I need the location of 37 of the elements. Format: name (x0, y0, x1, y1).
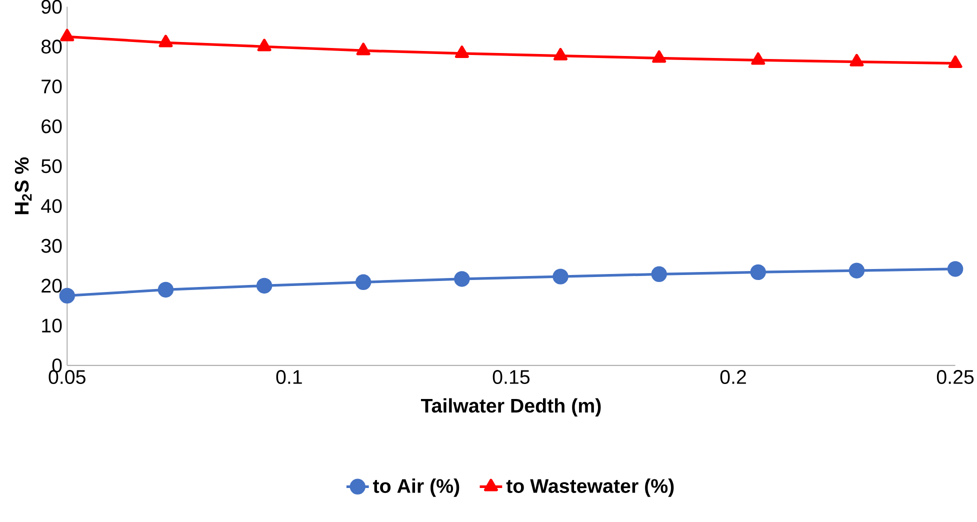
point (60, 28, 74, 42)
x-tick-label: 0.25 (936, 370, 974, 384)
y-tick-label: 70 (42, 79, 62, 94)
y-tick-label: 80 (41, 40, 62, 54)
y-tick-label: 30 (41, 238, 62, 253)
x-tick-label: 0.1 (276, 370, 302, 384)
legend-label: to Air (%) (373, 478, 460, 497)
point (848, 262, 865, 278)
point (948, 55, 962, 68)
point (355, 274, 372, 290)
point (750, 264, 766, 280)
x-tick-label: 0.05 (48, 370, 86, 384)
point (651, 266, 667, 282)
point (850, 54, 864, 66)
point (454, 271, 470, 287)
x-tick-label: 0.2 (720, 370, 746, 384)
legend-label: to Wastewater (%) (506, 478, 674, 497)
y-tick-label: 40 (41, 199, 62, 213)
point (947, 261, 964, 277)
point (554, 48, 568, 60)
y-axis-title: H$_{2}$S % (14, 157, 32, 214)
point (256, 278, 272, 294)
point (158, 34, 173, 48)
y-tick-label: 10 (42, 318, 62, 333)
y-tick-label: 50 (41, 159, 62, 174)
point (454, 46, 469, 58)
point (257, 38, 272, 52)
point (751, 52, 766, 65)
point (652, 50, 666, 63)
x-axis-title: Tailwater Dedth (m) (420, 398, 601, 417)
y-tick-label: 60 (42, 119, 62, 134)
point (356, 42, 370, 56)
x-tick-label: 0.15 (492, 370, 530, 384)
point (158, 282, 174, 298)
y-tick-label: 20 (42, 278, 62, 293)
y-tick-label: 90 (42, 0, 62, 14)
point (552, 268, 568, 284)
